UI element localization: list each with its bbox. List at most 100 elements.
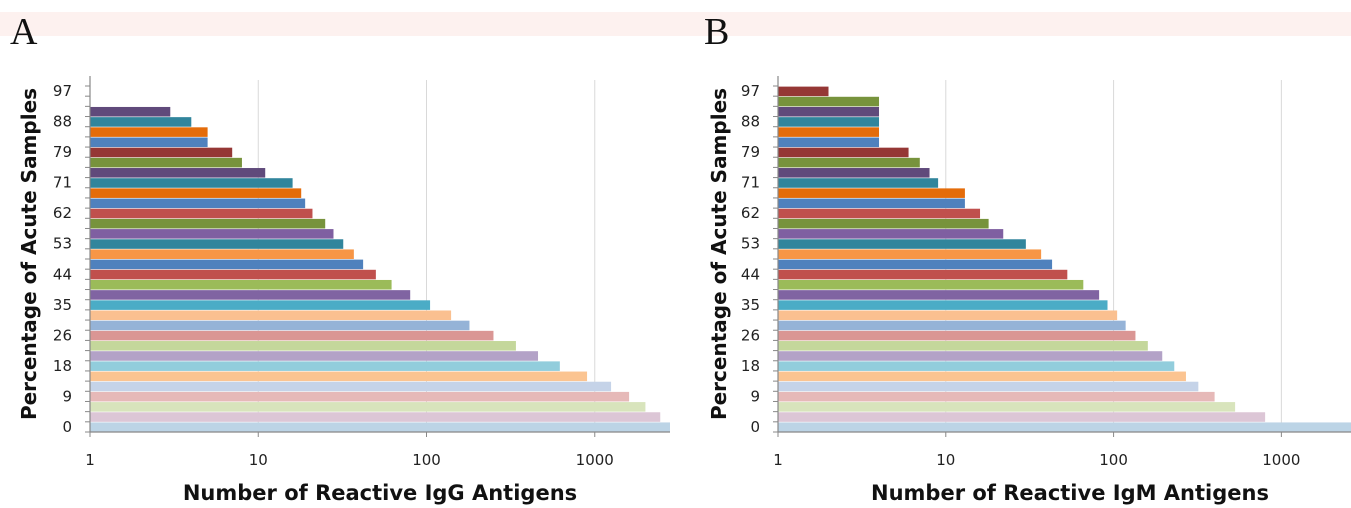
bar [778,198,965,209]
bar [778,269,1068,280]
bar [778,178,939,188]
bar [90,330,494,341]
bar [778,147,909,158]
bar [778,320,1126,331]
x-tick-label: 100 [412,451,441,469]
bar [90,351,539,361]
bar [778,422,1351,432]
bar [90,157,242,168]
bar [778,371,1186,382]
y-tick-label: 9 [750,387,760,405]
bar [90,178,293,188]
bar [778,218,989,229]
y-tick-label: 71 [741,174,760,192]
x-axis-title: Number of Reactive IgM Antigens [871,481,1269,505]
x-tick-label: 100 [1099,451,1128,469]
bar [90,218,326,229]
x-tick-label: 10 [249,451,268,469]
chart-panel-a: A Percentage of Acute Samples 0 9 18 26 35 44… [10,11,670,505]
bar [90,208,313,219]
bar [778,86,829,97]
x-tick-label: 1000 [1262,451,1300,469]
bar [90,371,588,382]
y-tick-label: 0 [62,418,72,436]
y-tick-label: 79 [53,143,72,161]
bar [778,341,1148,351]
bar [90,259,364,270]
y-tick-labels: 0 9 18 26 35 44 53 62 71 79 88 97 [741,82,760,436]
panel-label: B [704,11,729,53]
axes [773,76,1351,437]
y-tick-label: 97 [53,82,72,100]
y-tick-label: 79 [741,143,760,161]
bar [778,300,1108,310]
y-tick-label: 26 [741,326,760,344]
x-tick-labels: 1 10 100 1000 [773,451,1300,469]
y-tick-label: 53 [53,235,72,253]
bar [778,96,880,107]
bar [90,290,411,300]
bar [90,188,302,198]
bars [778,86,1351,432]
y-tick-label: 97 [741,82,760,100]
title-banner [0,12,1351,36]
bar [778,208,981,219]
bar [778,249,1042,259]
bar [778,290,1100,300]
x-tick-labels: 1 10 100 1000 [85,451,614,469]
bar [90,239,344,249]
y-tick-label: 62 [53,204,72,222]
bar [90,402,646,412]
bar [90,320,470,331]
bar [778,117,880,127]
y-tick-label: 53 [741,235,760,253]
x-tick-label: 1 [85,451,95,469]
y-tick-label: 88 [741,113,760,131]
bar [90,198,306,209]
bar [778,351,1163,361]
bar [90,229,334,239]
bar [778,381,1199,392]
bar [778,188,965,198]
bar [90,300,431,310]
bar [90,117,192,127]
bar [90,279,392,290]
bar [778,137,880,148]
bar [90,168,266,178]
y-tick-label: 0 [750,418,760,436]
y-tick-label: 44 [741,265,760,283]
x-tick-label: 1 [773,451,783,469]
bar [90,137,208,148]
y-tick-label: 71 [53,174,72,192]
bar [778,106,880,117]
bar [90,127,208,137]
bar [778,330,1136,341]
bar [90,391,630,402]
y-tick-label: 44 [53,265,72,283]
bar [90,381,612,392]
y-tick-labels: 0 9 18 26 35 44 53 62 71 79 88 97 [53,82,72,436]
bar [90,106,171,117]
bar [778,168,930,178]
bar [778,239,1026,249]
x-axis-title: Number of Reactive IgG Antigens [183,481,577,505]
y-tick-label: 35 [53,296,72,314]
bar [778,127,880,137]
bar [778,259,1053,270]
bar [90,269,376,280]
axes [85,76,670,437]
bars [90,106,670,432]
bar [90,361,560,371]
bar [90,310,452,321]
bar [90,147,233,158]
y-tick-label: 18 [741,357,760,375]
y-tick-label: 62 [741,204,760,222]
bar [778,402,1236,412]
y-axis-title: Percentage of Acute Samples [707,88,731,420]
bar [90,422,670,432]
bar [778,412,1266,422]
bar [778,310,1118,321]
bar [90,412,661,422]
chart-panel-b: B Percentage of Acute Samples 0 9 18 26 35 44… [704,11,1351,505]
y-tick-label: 88 [53,113,72,131]
